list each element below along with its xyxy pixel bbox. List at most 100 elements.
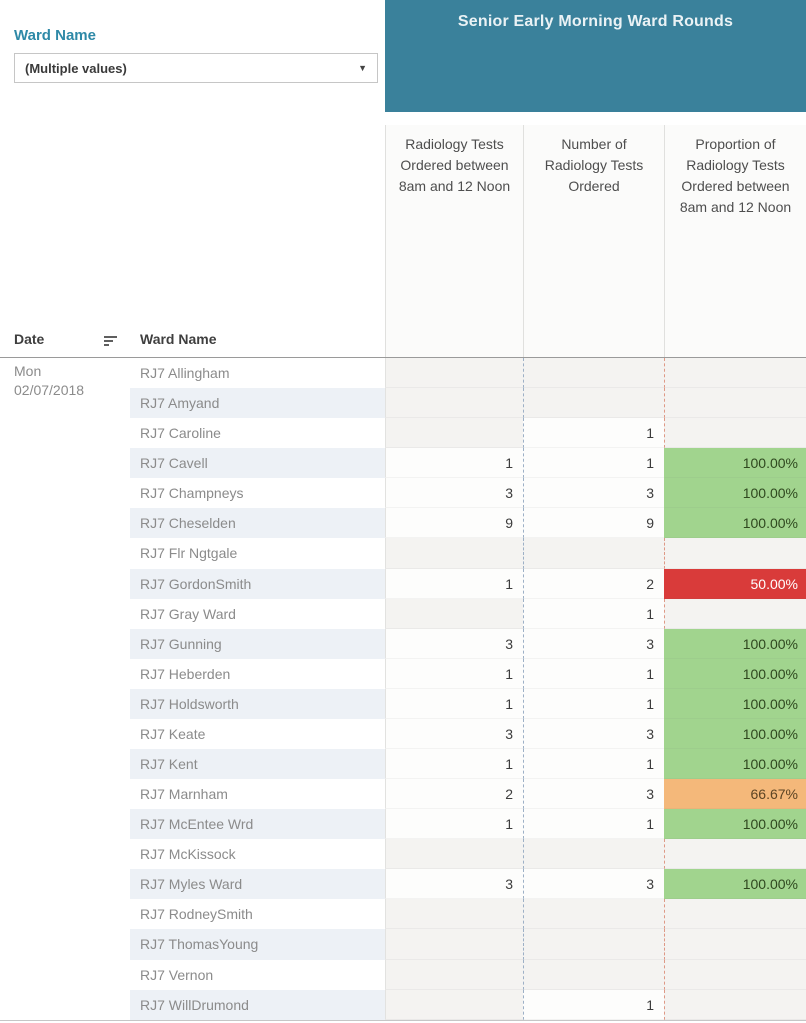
filter-label: Ward Name	[14, 27, 96, 44]
dashboard-title-banner: Senior Early Morning Ward Rounds	[385, 0, 806, 112]
tests-8am-noon-cell	[385, 598, 523, 629]
tests-8am-noon-cell: 3	[385, 869, 523, 900]
proportion-cell: 100.00%	[664, 718, 806, 750]
ward-name-cell: RJ7 Allingham	[130, 358, 385, 389]
total-tests-cell: 2	[523, 568, 664, 599]
tests-8am-noon-cell	[385, 358, 523, 389]
header-divider	[0, 357, 806, 358]
date-column-cell	[0, 899, 130, 930]
page-title: Senior Early Morning Ward Rounds	[457, 13, 734, 30]
ward-name-cell: RJ7 ThomasYoung	[130, 929, 385, 960]
date-column-cell	[0, 989, 130, 1020]
ward-name-cell: RJ7 Heberden	[130, 658, 385, 689]
date-column-cell	[0, 628, 130, 659]
ward-name-cell: RJ7 McEntee Wrd	[130, 809, 385, 840]
column-header-total-tests: Number of Radiology Tests Ordered	[523, 125, 664, 358]
total-tests-cell: 1	[523, 749, 664, 780]
proportion-cell	[664, 538, 806, 569]
proportion-cell	[664, 989, 806, 1020]
table-row: RJ7 RodneySmith	[0, 899, 806, 930]
table-row: RJ7 WillDrumond 1	[0, 989, 806, 1020]
total-tests-cell: 1	[523, 658, 664, 689]
table-row: RJ7 Vernon	[0, 959, 806, 990]
tests-8am-noon-cell: 9	[385, 508, 523, 539]
date-value: 02/07/2018	[14, 382, 85, 398]
ward-name-cell: RJ7 WillDrumond	[130, 989, 385, 1020]
table-row: RJ7 Caroline 1	[0, 418, 806, 449]
proportion-cell: 100.00%	[664, 448, 806, 479]
ward-name-cell: RJ7 Kent	[130, 749, 385, 780]
tests-8am-noon-cell: 1	[385, 688, 523, 719]
table-row: RJ7 Cavell 1 1 100.00%	[0, 448, 806, 479]
table-row: RJ7 McEntee Wrd 1 1 100.00%	[0, 809, 806, 840]
filter-selected-value: (Multiple values)	[25, 60, 127, 76]
tests-8am-noon-cell	[385, 388, 523, 419]
date-cell: Mon 02/07/2018	[14, 362, 84, 400]
total-tests-cell: 1	[523, 598, 664, 629]
proportion-cell	[664, 839, 806, 870]
tests-8am-noon-cell	[385, 989, 523, 1020]
tests-8am-noon-cell: 3	[385, 478, 523, 509]
proportion-cell: 100.00%	[664, 749, 806, 780]
ward-name-cell: RJ7 RodneySmith	[130, 899, 385, 930]
proportion-cell: 100.00%	[664, 688, 806, 719]
total-tests-cell: 1	[523, 688, 664, 719]
ward-name-cell: RJ7 Gunning	[130, 628, 385, 659]
total-tests-cell: 1	[523, 809, 664, 840]
tests-8am-noon-cell: 3	[385, 628, 523, 659]
ward-name-cell: RJ7 Amyand	[130, 388, 385, 419]
column-header-proportion: Proportion of Radiology Tests Ordered be…	[664, 125, 806, 358]
date-column-cell	[0, 658, 130, 689]
column-header-tests-8am-noon: Radiology Tests Ordered between 8am and …	[385, 125, 523, 358]
table-row: RJ7 Heberden 1 1 100.00%	[0, 658, 806, 689]
ward-name-cell: RJ7 Keate	[130, 718, 385, 750]
date-column-cell	[0, 718, 130, 750]
tests-8am-noon-cell: 3	[385, 718, 523, 750]
ward-name-cell: RJ7 Caroline	[130, 418, 385, 449]
date-column-header: Date	[14, 331, 45, 347]
ward-name-cell: RJ7 Marnham	[130, 779, 385, 810]
date-column-cell	[0, 418, 130, 449]
table-row: RJ7 Gray Ward 1	[0, 598, 806, 629]
date-column-cell	[0, 478, 130, 509]
table-row: RJ7 Gunning 3 3 100.00%	[0, 628, 806, 659]
proportion-cell: 100.00%	[664, 869, 806, 900]
proportion-cell: 100.00%	[664, 478, 806, 509]
date-column-cell	[0, 779, 130, 810]
date-column-cell	[0, 388, 130, 419]
ward-name-cell: RJ7 Champneys	[130, 478, 385, 509]
date-column-cell	[0, 749, 130, 780]
table-row: RJ7 Kent 1 1 100.00%	[0, 749, 806, 780]
table-row: RJ7 Keate 3 3 100.00%	[0, 718, 806, 750]
date-column-cell	[0, 959, 130, 990]
proportion-cell: 100.00%	[664, 508, 806, 539]
total-tests-cell: 3	[523, 628, 664, 659]
tests-8am-noon-cell: 2	[385, 779, 523, 810]
total-tests-cell	[523, 899, 664, 930]
ward-name-cell: RJ7 Vernon	[130, 959, 385, 990]
total-tests-cell: 1	[523, 989, 664, 1020]
proportion-cell	[664, 899, 806, 930]
table-row: RJ7 Allingham	[0, 358, 806, 389]
total-tests-cell: 3	[523, 869, 664, 900]
sort-descending-icon[interactable]	[104, 336, 118, 348]
date-column-cell	[0, 508, 130, 539]
total-tests-cell	[523, 929, 664, 960]
date-column-cell	[0, 448, 130, 479]
ward-name-cell: RJ7 GordonSmith	[130, 568, 385, 599]
tests-8am-noon-cell	[385, 839, 523, 870]
total-tests-cell	[523, 839, 664, 870]
table-row: RJ7 ThomasYoung	[0, 929, 806, 960]
ward-name-filter-dropdown[interactable]: (Multiple values) ▼	[14, 53, 378, 83]
table-row: RJ7 Champneys 3 3 100.00%	[0, 478, 806, 509]
date-column-cell	[0, 929, 130, 960]
proportion-cell: 100.00%	[664, 658, 806, 689]
proportion-cell	[664, 959, 806, 990]
total-tests-cell	[523, 538, 664, 569]
date-column-cell	[0, 839, 130, 870]
total-tests-cell	[523, 388, 664, 419]
date-column-cell	[0, 809, 130, 840]
tests-8am-noon-cell: 1	[385, 809, 523, 840]
table-row: RJ7 Holdsworth 1 1 100.00%	[0, 688, 806, 719]
